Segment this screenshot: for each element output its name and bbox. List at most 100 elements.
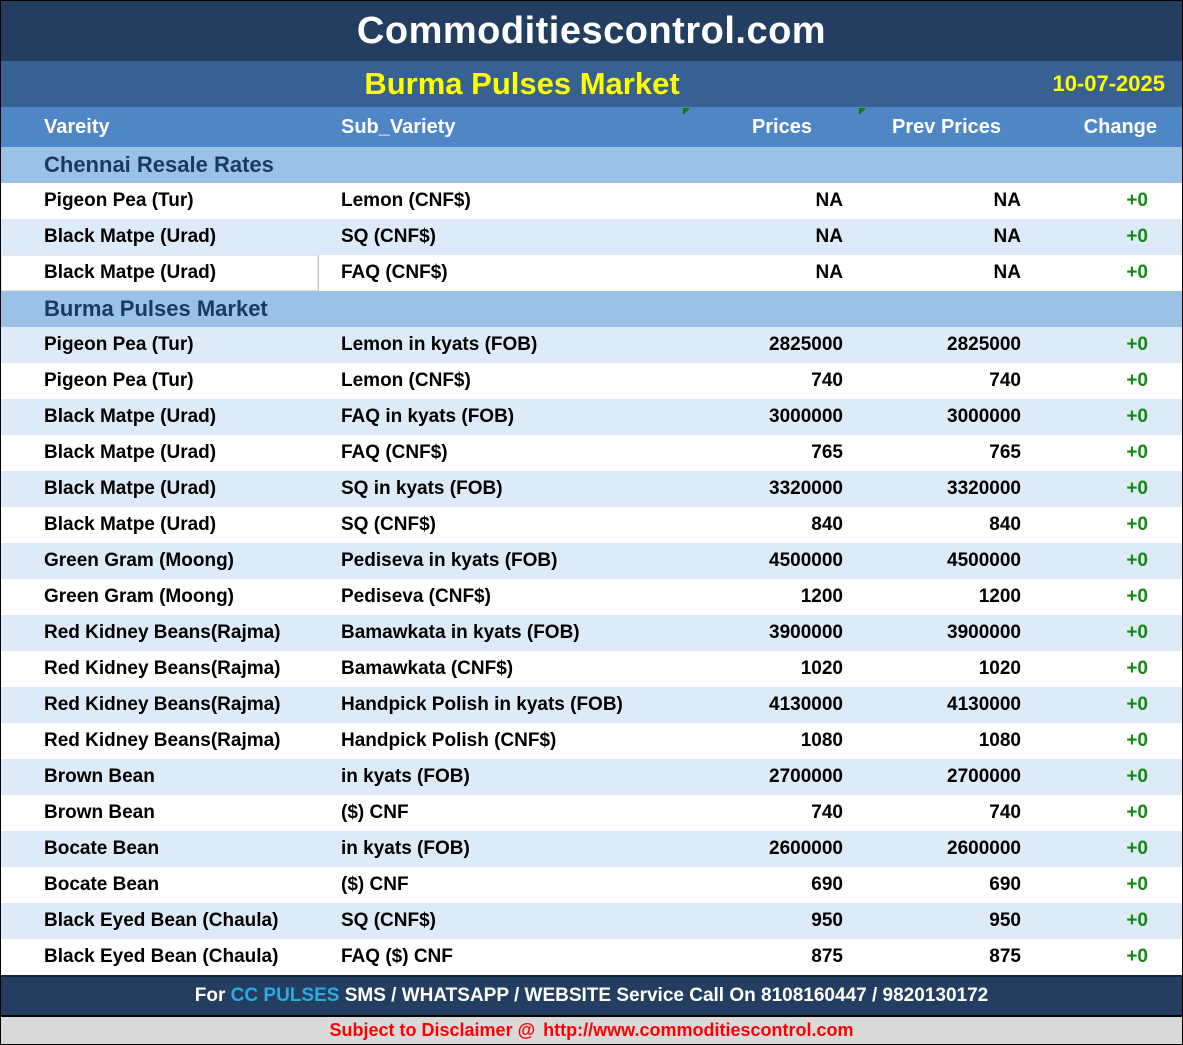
- price-cell: 740: [811, 370, 843, 391]
- sub-variety-cell: in kyats (FOB): [341, 838, 470, 859]
- disclaimer-label: Subject to Disclaimer @: [329, 1020, 536, 1040]
- price-cell: 2700000: [769, 766, 843, 787]
- prev-price-cell: 875: [989, 946, 1021, 967]
- sub-variety-cell: Pediseva in kyats (FOB): [341, 550, 558, 571]
- sub-variety-cell: Bamawkata (CNF$): [341, 658, 514, 679]
- table-row: Red Kidney Beans(Rajma) Bamawkata in kyat…: [1, 615, 1182, 651]
- table-row: Black Matpe (Urad) FAQ (CNF$) NA NA +0: [1, 255, 1182, 291]
- column-header-variety: Vareity: [44, 115, 110, 138]
- change-cell: +0: [1126, 874, 1148, 895]
- variety-cell: Black Matpe (Urad): [44, 406, 217, 427]
- prev-price-cell: NA: [993, 226, 1021, 247]
- table-row: Pigeon Pea (Tur) Lemon (CNF$) NA NA +0: [1, 183, 1182, 219]
- price-cell: 875: [811, 946, 843, 967]
- price-cell: 740: [811, 802, 843, 823]
- variety-cell: Red Kidney Beans(Rajma): [44, 658, 281, 679]
- price-cell: 1200: [800, 586, 843, 607]
- change-cell: +0: [1126, 658, 1148, 679]
- price-cell: 4500000: [769, 550, 843, 571]
- change-cell: +0: [1126, 694, 1148, 715]
- variety-cell: Black Eyed Bean (Chaula): [44, 946, 279, 967]
- prev-price-cell: 690: [989, 874, 1021, 895]
- variety-cell: Black Matpe (Urad): [44, 226, 217, 247]
- table-body: Chennai Resale Rates Pigeon Pea (Tur) Lemo…: [1, 147, 1182, 975]
- variety-cell: Red Kidney Beans(Rajma): [44, 694, 281, 715]
- price-cell: NA: [815, 226, 843, 247]
- prev-price-cell: 3000000: [947, 406, 1021, 427]
- price-cell: 2825000: [769, 334, 843, 355]
- report-date: 10-07-2025: [1052, 71, 1165, 96]
- change-cell: +0: [1126, 370, 1148, 391]
- sub-variety-cell: Lemon (CNF$): [341, 370, 471, 391]
- change-cell: +0: [1126, 334, 1148, 355]
- table-row: Red Kidney Beans(Rajma) Handpick Polish (…: [1, 723, 1182, 759]
- sub-variety-cell: FAQ in kyats (FOB): [341, 406, 515, 427]
- table-row: Black Eyed Bean (Chaula) FAQ ($) CNF 875 87…: [1, 939, 1182, 975]
- column-header-sub-variety: Sub_Variety: [341, 115, 456, 138]
- footer-brand: CC PULSES: [230, 985, 340, 1006]
- variety-cell: Black Matpe (Urad): [44, 442, 217, 463]
- sub-variety-cell: FAQ (CNF$): [341, 442, 448, 463]
- prev-price-cell: 4130000: [947, 694, 1021, 715]
- change-cell: +0: [1126, 478, 1148, 499]
- change-cell: +0: [1126, 766, 1148, 787]
- column-header-prev-prices: Prev Prices: [892, 115, 1001, 138]
- report-title: Burma Pulses Market: [364, 66, 680, 101]
- variety-cell: Bocate Bean: [44, 874, 160, 895]
- footer-service-bar: For CC PULSES SMS / WHATSAPP / WEBSITE S…: [1, 975, 1182, 1015]
- sub-variety-cell: in kyats (FOB): [341, 766, 470, 787]
- table-row: Red Kidney Beans(Rajma) Handpick Polish i…: [1, 687, 1182, 723]
- price-cell: 4130000: [769, 694, 843, 715]
- column-header-prices: Prices: [751, 115, 812, 138]
- variety-cell: Pigeon Pea (Tur): [44, 370, 194, 391]
- price-cell: 3320000: [769, 478, 843, 499]
- price-cell: 765: [811, 442, 843, 463]
- table-row: Pigeon Pea (Tur) Lemon in kyats (FOB) 2825…: [1, 327, 1182, 363]
- variety-cell: Red Kidney Beans(Rajma): [44, 730, 281, 751]
- footer-text-prefix: For: [194, 985, 231, 1006]
- sub-variety-cell: SQ in kyats (FOB): [341, 478, 503, 499]
- prev-price-cell: 1020: [978, 658, 1021, 679]
- table-row: Black Matpe (Urad) FAQ in kyats (FOB) 3000…: [1, 399, 1182, 435]
- section-title: Burma Pulses Market: [44, 296, 268, 321]
- price-cell: NA: [815, 262, 843, 283]
- change-cell: +0: [1126, 586, 1148, 607]
- prev-price-cell: 2700000: [947, 766, 1021, 787]
- change-cell: +0: [1126, 514, 1148, 535]
- prev-price-cell: 840: [989, 514, 1021, 535]
- comment-indicator-icon: [683, 108, 690, 115]
- sub-variety-cell: SQ (CNF$): [341, 910, 436, 931]
- change-cell: +0: [1126, 910, 1148, 931]
- table-row: Green Gram (Moong) Pediseva (CNF$) 1200 120…: [1, 579, 1182, 615]
- prev-price-cell: NA: [993, 190, 1021, 211]
- price-cell: 1020: [800, 658, 843, 679]
- sub-variety-cell: ($) CNF: [341, 874, 409, 895]
- prev-price-cell: 2825000: [947, 334, 1021, 355]
- sub-variety-cell: Lemon (CNF$): [341, 190, 471, 211]
- prev-price-cell: 3320000: [947, 478, 1021, 499]
- variety-cell: Bocate Bean: [44, 838, 160, 859]
- table-row: Black Matpe (Urad) SQ in kyats (FOB) 33200…: [1, 471, 1182, 507]
- prev-price-cell: 1080: [978, 730, 1021, 751]
- prev-price-cell: 3900000: [947, 622, 1021, 643]
- prev-price-cell: 4500000: [947, 550, 1021, 571]
- sub-variety-cell: Bamawkata in kyats (FOB): [341, 622, 580, 643]
- price-cell: NA: [815, 190, 843, 211]
- table-row: Pigeon Pea (Tur) Lemon (CNF$) 740 740 +0: [1, 363, 1182, 399]
- disclaimer-url[interactable]: http://www.commoditiescontrol.com: [543, 1020, 854, 1040]
- variety-cell: Green Gram (Moong): [44, 550, 235, 571]
- change-cell: +0: [1126, 262, 1148, 283]
- prev-price-cell: NA: [993, 262, 1021, 283]
- variety-cell: Black Eyed Bean (Chaula): [44, 910, 279, 931]
- change-cell: +0: [1126, 406, 1148, 427]
- change-cell: +0: [1126, 226, 1148, 247]
- change-cell: +0: [1126, 730, 1148, 751]
- change-cell: +0: [1126, 190, 1148, 211]
- variety-cell: Brown Bean: [44, 766, 155, 787]
- change-cell: +0: [1126, 442, 1148, 463]
- prev-price-cell: 2600000: [947, 838, 1021, 859]
- price-cell: 3000000: [769, 406, 843, 427]
- price-cell: 840: [811, 514, 843, 535]
- sub-variety-cell: FAQ ($) CNF: [341, 946, 453, 967]
